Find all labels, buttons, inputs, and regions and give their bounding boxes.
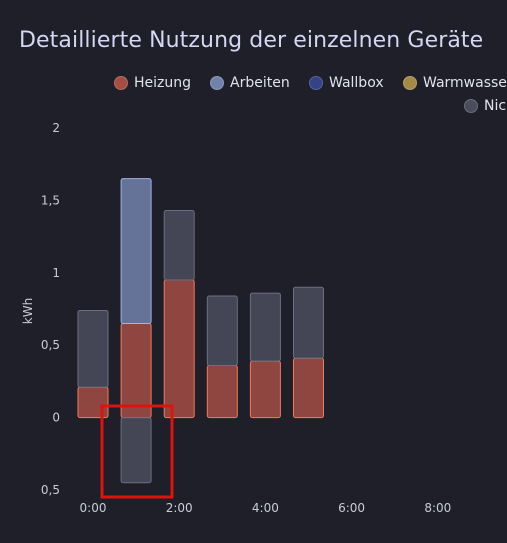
bar-nic-3 xyxy=(206,295,238,366)
bar-nic-2 xyxy=(163,210,195,281)
y-tick-label: 0,5 xyxy=(41,483,60,497)
legend-swatch-arbeiten xyxy=(210,76,224,90)
bar-heizung-4 xyxy=(249,360,281,419)
bar-nic-1 xyxy=(120,417,152,484)
legend-item-nicht-zugeordnet[interactable]: Nic xyxy=(464,98,506,114)
x-tick-label: 8:00 xyxy=(424,501,451,515)
legend-swatch-wallbox xyxy=(309,76,323,90)
legend-swatch-nicht-zugeordnet xyxy=(464,99,478,113)
legend-swatch-warmwasser xyxy=(403,76,417,90)
legend-label-nicht-zugeordnet: Nic xyxy=(484,98,507,114)
legend-label-arbeiten: Arbeiten xyxy=(230,75,290,91)
x-axis: 0:00 2:00 4:00 6:00 8:00 xyxy=(80,501,452,515)
bar-heizung-2 xyxy=(163,279,195,419)
x-tick-label: 4:00 xyxy=(252,501,279,515)
bars xyxy=(77,178,324,484)
y-tick-label: 0,5 xyxy=(41,338,60,352)
y-tick-label: 0 xyxy=(52,411,60,425)
y-axis: 2 1,5 1 0,5 0 0,5 xyxy=(41,121,60,497)
legend: Heizung Arbeiten Wallbox Warmwasse Nic xyxy=(0,0,507,120)
y-tick-label: 1,5 xyxy=(41,193,60,207)
bar-nic-5 xyxy=(293,286,324,359)
bar-heizung-3 xyxy=(206,364,238,419)
x-tick-label: 2:00 xyxy=(166,501,193,515)
legend-label-wallbox: Wallbox xyxy=(329,75,384,91)
y-tick-label: 1 xyxy=(52,266,60,280)
legend-item-warmwasser[interactable]: Warmwasse xyxy=(403,75,507,91)
selection-highlight-box xyxy=(100,404,174,499)
legend-item-heizung[interactable]: Heizung xyxy=(114,75,191,91)
y-tick-label: 2 xyxy=(52,121,60,135)
bar-heizung-5 xyxy=(293,357,324,419)
legend-label-warmwasser: Warmwasse xyxy=(423,75,507,91)
legend-swatch-heizung xyxy=(114,76,128,90)
legend-item-arbeiten[interactable]: Arbeiten xyxy=(210,75,290,91)
x-tick-label: 0:00 xyxy=(80,501,107,515)
bar-heizung-1 xyxy=(120,322,152,419)
y-axis-label: kWh xyxy=(21,298,35,324)
x-tick-label: 6:00 xyxy=(338,501,365,515)
bar-arbeiten-1 xyxy=(120,178,152,324)
bar-nic-4 xyxy=(249,292,281,362)
chart-title: Detaillierte Nutzung der einzelnen Gerät… xyxy=(19,28,484,53)
bar-nic-0 xyxy=(77,309,109,388)
legend-item-wallbox[interactable]: Wallbox xyxy=(309,75,384,91)
legend-label-heizung: Heizung xyxy=(134,75,192,91)
